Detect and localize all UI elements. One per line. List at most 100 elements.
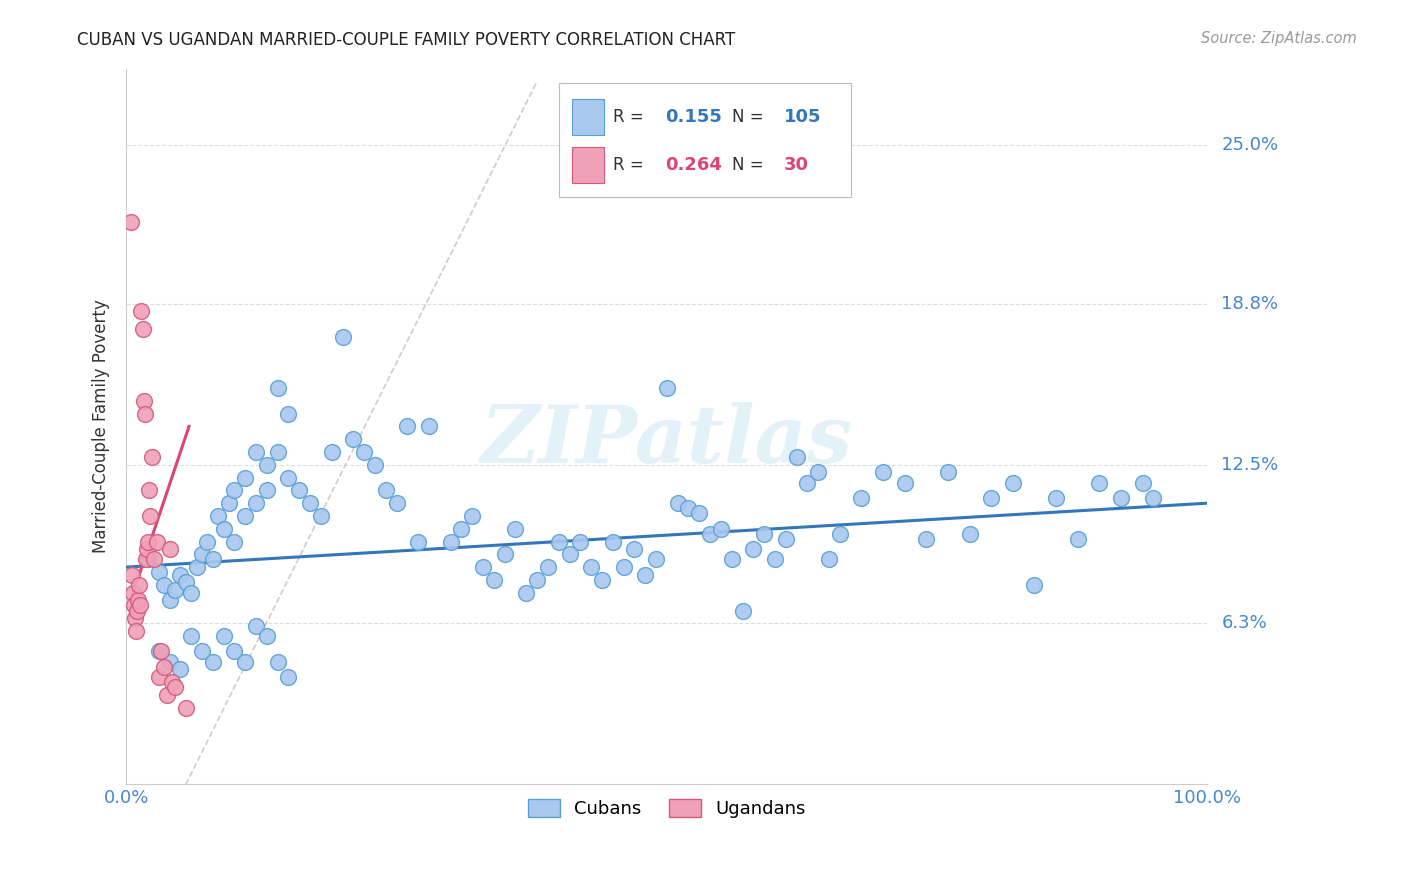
Text: N =: N = xyxy=(731,156,769,174)
Point xyxy=(959,526,981,541)
Point xyxy=(125,624,148,638)
Point xyxy=(266,655,288,669)
Point xyxy=(1088,475,1111,490)
Text: 105: 105 xyxy=(783,108,821,126)
Point xyxy=(396,419,419,434)
Point xyxy=(159,542,181,557)
Point xyxy=(134,407,156,421)
Point xyxy=(128,578,150,592)
Point xyxy=(139,508,162,523)
Point xyxy=(332,330,354,344)
Point xyxy=(191,547,214,561)
Point xyxy=(148,644,170,658)
Point xyxy=(1024,578,1046,592)
Text: 6.3%: 6.3% xyxy=(1222,615,1267,632)
Point xyxy=(915,532,938,546)
Point xyxy=(406,534,429,549)
Point xyxy=(266,445,288,459)
Point xyxy=(720,552,742,566)
Point xyxy=(1066,532,1088,546)
Point xyxy=(127,593,149,607)
Point xyxy=(851,491,873,505)
Point xyxy=(623,542,645,557)
Point xyxy=(245,496,267,510)
Point xyxy=(980,491,1002,505)
Point xyxy=(160,675,183,690)
Y-axis label: Married-Couple Family Poverty: Married-Couple Family Poverty xyxy=(93,300,110,553)
Point xyxy=(148,565,170,579)
Point xyxy=(699,526,721,541)
Point xyxy=(634,567,657,582)
Point xyxy=(180,585,202,599)
Point xyxy=(1109,491,1132,505)
Point xyxy=(135,552,157,566)
Point xyxy=(602,534,624,549)
Point xyxy=(385,496,408,510)
Point xyxy=(655,381,678,395)
Text: N =: N = xyxy=(731,108,769,126)
Point xyxy=(558,547,581,561)
Text: 25.0%: 25.0% xyxy=(1222,136,1278,154)
Point xyxy=(148,670,170,684)
Point xyxy=(207,508,229,523)
Point xyxy=(135,542,157,557)
Point xyxy=(180,629,202,643)
Point xyxy=(1142,491,1164,505)
Point xyxy=(353,445,375,459)
Point xyxy=(440,534,463,549)
Text: R =: R = xyxy=(613,108,648,126)
Point xyxy=(288,483,311,498)
Point xyxy=(569,534,592,549)
Point xyxy=(156,688,179,702)
Point xyxy=(666,496,689,510)
Text: 0.155: 0.155 xyxy=(665,108,721,126)
Point xyxy=(678,501,700,516)
Point xyxy=(153,660,176,674)
Point xyxy=(818,552,841,566)
Point xyxy=(159,655,181,669)
Point xyxy=(224,534,246,549)
Text: Source: ZipAtlas.com: Source: ZipAtlas.com xyxy=(1201,31,1357,46)
Point xyxy=(127,603,149,617)
Point xyxy=(201,655,224,669)
Point xyxy=(195,534,218,549)
Point xyxy=(482,573,505,587)
Point xyxy=(145,534,167,549)
Point xyxy=(526,573,548,587)
Point xyxy=(132,393,155,408)
Point xyxy=(233,508,256,523)
Point xyxy=(752,526,775,541)
Point xyxy=(138,483,160,498)
Point xyxy=(136,534,159,549)
FancyBboxPatch shape xyxy=(558,83,851,197)
Point xyxy=(893,475,915,490)
Point xyxy=(828,526,851,541)
Legend: Cubans, Ugandans: Cubans, Ugandans xyxy=(520,792,813,825)
Point xyxy=(277,670,299,684)
Point xyxy=(224,644,246,658)
Point xyxy=(494,547,516,561)
Point xyxy=(174,700,197,714)
Point xyxy=(233,470,256,484)
Text: R =: R = xyxy=(613,156,648,174)
Point xyxy=(159,593,181,607)
Point xyxy=(786,450,808,465)
Point xyxy=(169,567,191,582)
Point xyxy=(505,522,527,536)
FancyBboxPatch shape xyxy=(572,147,605,183)
Point xyxy=(256,629,278,643)
Point xyxy=(645,552,668,566)
Point xyxy=(796,475,818,490)
Point xyxy=(153,578,176,592)
Point xyxy=(1045,491,1067,505)
Point xyxy=(579,560,602,574)
Point xyxy=(309,508,332,523)
Text: 0.264: 0.264 xyxy=(665,156,721,174)
FancyBboxPatch shape xyxy=(572,99,605,135)
Point xyxy=(591,573,613,587)
Point xyxy=(299,496,322,510)
Point xyxy=(277,407,299,421)
Point xyxy=(872,466,894,480)
Point xyxy=(342,432,364,446)
Point xyxy=(321,445,343,459)
